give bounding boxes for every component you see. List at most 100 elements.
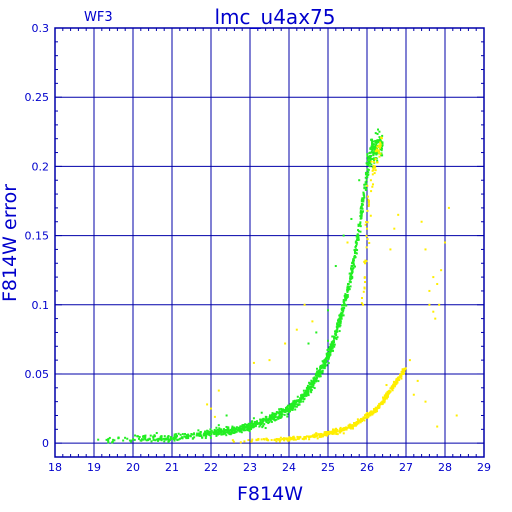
data-point: [438, 303, 441, 306]
data-point: [217, 429, 220, 432]
data-point: [133, 438, 136, 441]
data-point: [336, 322, 339, 325]
data-point: [321, 360, 324, 363]
data-point: [218, 427, 221, 430]
data-point: [366, 209, 369, 212]
data-point: [335, 427, 338, 430]
data-point: [232, 431, 235, 434]
data-point: [330, 341, 333, 344]
data-point: [195, 434, 198, 437]
data-point: [197, 429, 200, 432]
data-point: [295, 405, 298, 408]
data-point: [160, 439, 163, 442]
data-point: [227, 427, 230, 430]
data-point: [350, 268, 353, 271]
data-point: [319, 372, 322, 375]
data-point: [293, 403, 296, 406]
data-point: [392, 380, 395, 383]
data-point: [146, 439, 149, 442]
data-point: [358, 419, 361, 422]
data-point: [300, 395, 303, 398]
data-point: [404, 367, 407, 370]
data-point: [366, 238, 369, 241]
data-point: [227, 431, 230, 434]
data-point: [275, 440, 278, 443]
data-point: [286, 415, 289, 418]
data-point: [351, 261, 354, 264]
data-point: [216, 428, 219, 431]
data-point: [339, 324, 342, 327]
data-point: [321, 434, 324, 437]
data-point: [357, 229, 360, 232]
data-point: [246, 424, 249, 427]
data-point: [220, 433, 223, 436]
data-point: [303, 393, 306, 396]
data-point: [355, 248, 358, 251]
data-point: [181, 437, 184, 440]
data-point: [366, 163, 369, 166]
data-point: [270, 420, 273, 423]
data-point: [360, 420, 363, 423]
data-point: [369, 160, 372, 163]
data-point: [284, 408, 287, 411]
data-point: [393, 227, 396, 230]
data-point: [320, 432, 323, 435]
data-point: [336, 327, 339, 330]
data-point: [373, 172, 376, 175]
data-point: [366, 221, 369, 224]
data-point: [261, 420, 264, 423]
data-point: [321, 365, 324, 368]
data-point: [364, 188, 367, 191]
data-point: [371, 148, 374, 151]
data-point: [355, 423, 358, 426]
data-point: [112, 438, 115, 441]
data-point: [327, 431, 330, 434]
data-point: [283, 413, 286, 416]
data-point: [329, 431, 332, 434]
data-point: [140, 438, 143, 441]
plot-frame: [54, 27, 485, 458]
data-point: [339, 431, 342, 434]
data-point: [354, 245, 357, 248]
data-point: [174, 435, 177, 438]
data-point: [214, 431, 217, 434]
data-point: [260, 411, 263, 414]
data-point: [366, 155, 369, 158]
y-tick-label: 0.25: [25, 91, 50, 104]
data-point: [378, 404, 381, 407]
data-point: [160, 436, 163, 439]
data-point: [268, 414, 271, 417]
data-point: [320, 364, 323, 367]
data-point: [122, 439, 125, 442]
data-point: [184, 435, 187, 438]
data-point: [354, 424, 357, 427]
data-point: [316, 434, 319, 437]
data-point: [283, 439, 286, 442]
data-point: [350, 267, 353, 270]
data-point: [357, 419, 360, 422]
data-point: [241, 428, 244, 431]
data-point: [312, 435, 315, 438]
data-point: [365, 246, 368, 249]
data-point: [375, 153, 378, 156]
data-point: [378, 406, 381, 409]
data-point: [345, 296, 348, 299]
data-point: [356, 418, 359, 421]
green-series: [97, 128, 384, 444]
data-point: [349, 427, 352, 430]
data-point: [364, 176, 367, 179]
data-point: [440, 269, 443, 272]
data-point: [434, 317, 437, 320]
data-point: [335, 334, 338, 337]
data-point: [272, 413, 275, 416]
data-point: [371, 411, 374, 414]
data-point: [252, 361, 255, 364]
data-point: [267, 418, 270, 421]
data-point: [157, 439, 160, 442]
data-point: [263, 423, 266, 426]
data-point: [235, 426, 238, 429]
data-point: [378, 152, 381, 155]
data-point: [294, 400, 297, 403]
data-point: [292, 400, 295, 403]
data-point: [223, 429, 226, 432]
